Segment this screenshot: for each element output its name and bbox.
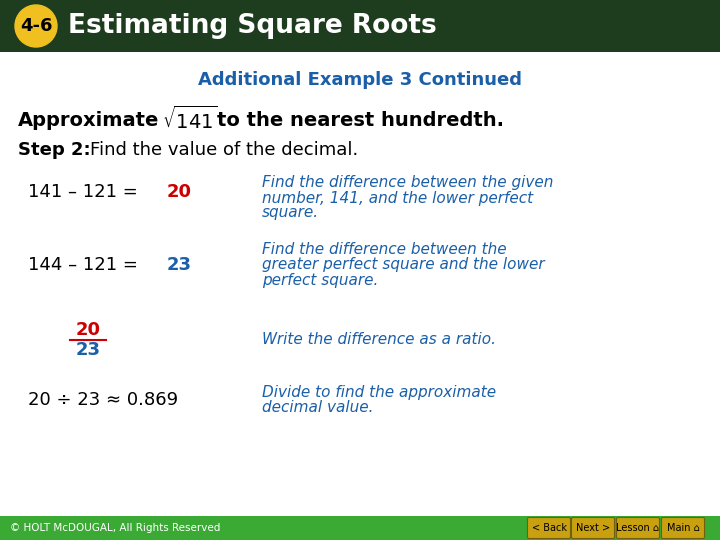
Text: Find the difference between the: Find the difference between the xyxy=(262,242,507,258)
Text: © HOLT McDOUGAL, All Rights Reserved: © HOLT McDOUGAL, All Rights Reserved xyxy=(10,523,220,533)
Text: number, 141, and the lower perfect: number, 141, and the lower perfect xyxy=(262,191,533,206)
Text: 144 – 121 =: 144 – 121 = xyxy=(28,256,143,274)
Text: 20: 20 xyxy=(76,321,101,339)
Text: 23: 23 xyxy=(76,341,101,359)
Text: Main ⌂: Main ⌂ xyxy=(667,523,699,533)
Text: 4-6: 4-6 xyxy=(19,17,53,35)
Text: $\sqrt{141}$: $\sqrt{141}$ xyxy=(162,105,217,133)
Text: Estimating Square Roots: Estimating Square Roots xyxy=(68,13,437,39)
Text: Write the difference as a ratio.: Write the difference as a ratio. xyxy=(262,333,496,348)
Text: perfect square.: perfect square. xyxy=(262,273,379,287)
Text: Find the value of the decimal.: Find the value of the decimal. xyxy=(90,141,359,159)
Bar xyxy=(0,516,720,540)
Text: square.: square. xyxy=(262,206,319,220)
Text: 23: 23 xyxy=(167,256,192,274)
Text: 20 ÷ 23 ≈ 0.869: 20 ÷ 23 ≈ 0.869 xyxy=(28,391,178,409)
Text: Next >: Next > xyxy=(576,523,610,533)
Text: Lesson ⌂: Lesson ⌂ xyxy=(616,523,660,533)
Text: Divide to find the approximate: Divide to find the approximate xyxy=(262,386,496,401)
Text: Approximate: Approximate xyxy=(18,111,159,130)
Text: Find the difference between the given: Find the difference between the given xyxy=(262,176,554,191)
Bar xyxy=(0,0,720,52)
FancyBboxPatch shape xyxy=(528,517,570,538)
FancyBboxPatch shape xyxy=(616,517,660,538)
Text: 20: 20 xyxy=(167,183,192,201)
Text: decimal value.: decimal value. xyxy=(262,401,374,415)
Text: to the nearest hundredth.: to the nearest hundredth. xyxy=(217,111,504,130)
FancyBboxPatch shape xyxy=(572,517,614,538)
Text: Step 2:: Step 2: xyxy=(18,141,91,159)
Text: Additional Example 3 Continued: Additional Example 3 Continued xyxy=(198,71,522,89)
FancyBboxPatch shape xyxy=(662,517,704,538)
Circle shape xyxy=(15,5,57,47)
Text: greater perfect square and the lower: greater perfect square and the lower xyxy=(262,258,544,273)
Text: < Back: < Back xyxy=(531,523,567,533)
Text: 141 – 121 =: 141 – 121 = xyxy=(28,183,143,201)
